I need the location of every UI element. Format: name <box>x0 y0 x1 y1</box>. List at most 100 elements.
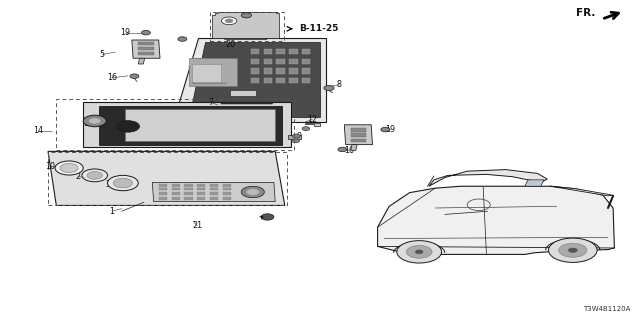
Circle shape <box>55 161 83 175</box>
Bar <box>276 78 285 83</box>
Text: B-11-25: B-11-25 <box>300 24 339 33</box>
Circle shape <box>141 30 150 35</box>
Text: 7: 7 <box>209 98 214 107</box>
Circle shape <box>261 214 274 220</box>
Bar <box>223 184 231 187</box>
Bar <box>172 197 180 200</box>
Bar <box>251 78 259 83</box>
Polygon shape <box>152 182 275 202</box>
Circle shape <box>338 147 347 152</box>
Text: 22: 22 <box>243 17 253 26</box>
Polygon shape <box>351 133 366 137</box>
Circle shape <box>415 250 423 254</box>
Circle shape <box>83 115 106 127</box>
Text: 10: 10 <box>45 162 55 171</box>
Circle shape <box>397 241 442 263</box>
Circle shape <box>82 169 108 182</box>
Bar <box>197 192 205 195</box>
Bar <box>159 197 167 200</box>
Circle shape <box>559 243 587 257</box>
Text: 6: 6 <box>231 72 236 81</box>
Bar <box>302 49 310 54</box>
Text: 16: 16 <box>344 146 354 155</box>
Text: 8: 8 <box>244 109 249 118</box>
Bar <box>289 59 298 64</box>
Circle shape <box>292 134 300 138</box>
Bar <box>210 192 218 195</box>
Bar <box>172 188 180 190</box>
Polygon shape <box>351 128 366 132</box>
Polygon shape <box>351 139 366 142</box>
Bar <box>159 188 167 190</box>
Text: 21: 21 <box>192 221 202 230</box>
Text: 8: 8 <box>337 80 342 89</box>
Bar <box>264 49 272 54</box>
Bar <box>302 78 310 83</box>
Polygon shape <box>138 52 154 55</box>
Bar <box>197 184 205 187</box>
Circle shape <box>88 118 101 124</box>
Polygon shape <box>83 102 291 147</box>
Circle shape <box>178 37 187 41</box>
Bar <box>172 184 180 187</box>
Circle shape <box>108 175 138 191</box>
Circle shape <box>225 19 233 23</box>
Text: 9: 9 <box>297 132 302 140</box>
Polygon shape <box>351 145 357 150</box>
Bar <box>264 78 272 83</box>
Text: 17: 17 <box>264 134 274 143</box>
Text: FR.: FR. <box>576 8 595 18</box>
Text: 13: 13 <box>83 119 93 128</box>
Circle shape <box>246 189 259 195</box>
Bar <box>223 197 231 200</box>
Text: 14: 14 <box>33 126 44 135</box>
Polygon shape <box>192 64 221 82</box>
Circle shape <box>116 121 140 132</box>
Bar <box>223 188 231 190</box>
Circle shape <box>568 248 577 252</box>
Circle shape <box>60 164 78 172</box>
Circle shape <box>548 238 597 262</box>
Bar <box>184 197 193 200</box>
Text: 5: 5 <box>100 50 105 59</box>
Bar <box>276 49 285 54</box>
Text: 12: 12 <box>307 115 317 124</box>
Polygon shape <box>288 135 301 139</box>
Bar <box>276 59 285 64</box>
Polygon shape <box>173 38 326 122</box>
Bar <box>184 184 193 187</box>
Polygon shape <box>138 58 145 64</box>
Circle shape <box>302 127 310 131</box>
Bar <box>251 49 259 54</box>
Bar <box>289 49 298 54</box>
Circle shape <box>241 13 252 18</box>
Polygon shape <box>305 123 320 126</box>
Text: 19: 19 <box>385 125 396 134</box>
Polygon shape <box>230 90 256 96</box>
Circle shape <box>324 85 334 91</box>
Polygon shape <box>525 180 544 186</box>
Bar <box>197 188 205 190</box>
Text: 1: 1 <box>109 207 115 216</box>
Bar <box>172 192 180 195</box>
Circle shape <box>113 178 132 188</box>
Bar <box>184 188 193 190</box>
Bar <box>48 152 287 205</box>
Polygon shape <box>378 186 614 254</box>
Bar <box>210 12 284 41</box>
Text: 2: 2 <box>76 172 81 181</box>
Circle shape <box>406 245 432 258</box>
Bar <box>56 99 294 150</box>
Bar <box>302 68 310 74</box>
Bar <box>210 188 218 190</box>
Polygon shape <box>212 12 279 38</box>
Polygon shape <box>125 109 275 141</box>
Polygon shape <box>221 102 273 104</box>
Polygon shape <box>99 106 282 145</box>
Circle shape <box>241 186 264 198</box>
Bar <box>159 192 167 195</box>
Text: 16: 16 <box>107 73 117 82</box>
Bar <box>302 59 310 64</box>
Polygon shape <box>132 40 160 58</box>
Circle shape <box>292 139 300 143</box>
